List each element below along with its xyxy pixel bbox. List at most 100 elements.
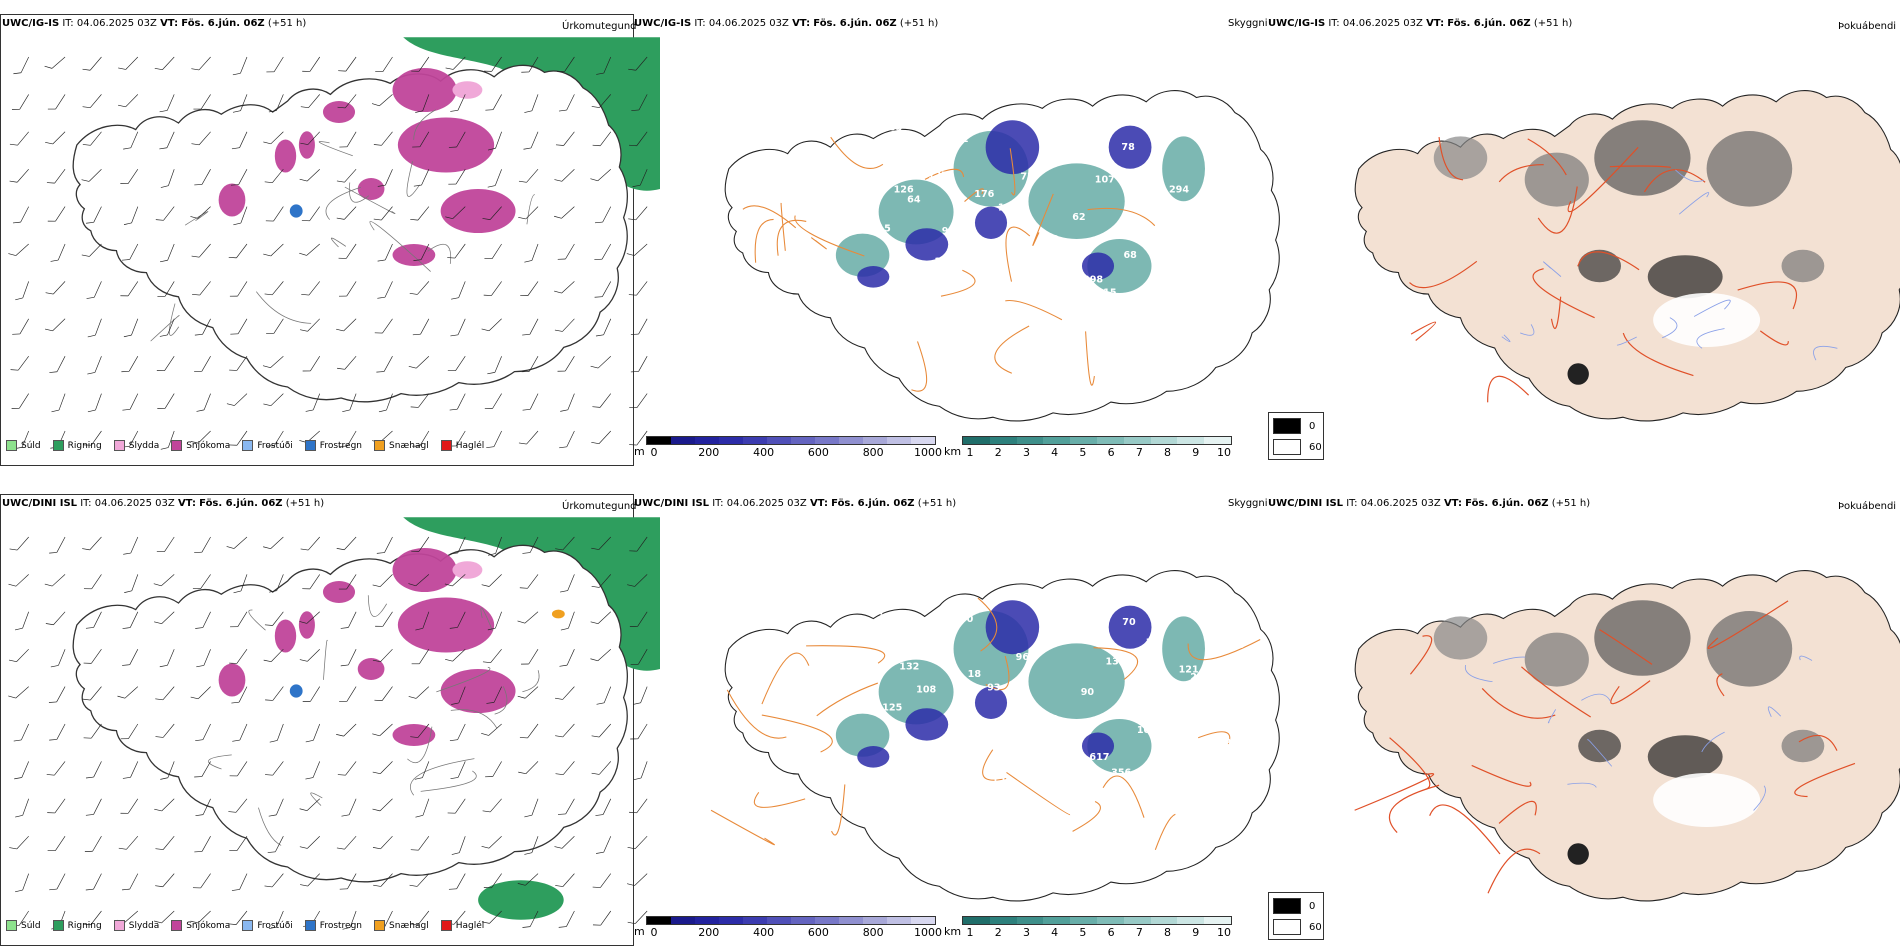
wind-barb: [44, 56, 66, 69]
wind-barb: [594, 206, 612, 224]
snow-area: [357, 178, 385, 200]
wind-barb: [160, 430, 175, 450]
wind-barb: [481, 574, 502, 587]
wind-barb: [194, 318, 211, 336]
snow-area: [392, 244, 436, 266]
wind-barb: [123, 131, 139, 150]
cloud-base-label: 137: [1105, 656, 1125, 667]
wind-barb: [14, 761, 29, 780]
legend-item-frostúði: Frostúði: [242, 440, 293, 451]
wind-barb: [118, 835, 139, 850]
precip-type-panel-bottom: [0, 494, 634, 946]
wind-barb: [342, 393, 357, 412]
wind-barb: [13, 56, 29, 75]
wind-barb: [554, 281, 575, 294]
wind-barb: [484, 56, 502, 72]
wind-barb: [9, 168, 29, 183]
header-bottom-right: UWC/DINI ISL IT: 04.06.2025 03Z VT: Fös.…: [1268, 498, 1591, 509]
wind-barb: [522, 318, 539, 336]
wind-barb: [192, 873, 211, 889]
wind-barb: [487, 169, 502, 188]
sleet-area: [452, 561, 483, 579]
wind-barb: [13, 723, 29, 742]
wind-barb: [554, 318, 575, 332]
wind-barb: [267, 836, 284, 853]
cloud-base-label: 93: [987, 683, 1000, 694]
wind-barb: [83, 430, 102, 446]
wind-barb: [230, 318, 248, 335]
precip-type-map: [8, 517, 661, 930]
cloud-base-label: 62: [1072, 212, 1085, 223]
wind-barb: [591, 723, 612, 738]
wind-barb: [377, 243, 393, 262]
wind-barb: [521, 56, 539, 73]
wind-barb: [11, 393, 29, 409]
wind-barb: [85, 611, 102, 629]
cloud-base-label: 97: [1080, 590, 1093, 601]
wind-barb: [448, 131, 466, 148]
wind-barb: [627, 910, 648, 924]
cloud-base-label: 220: [1169, 601, 1189, 612]
cloud-base-label: 168: [1208, 142, 1228, 153]
wind-barb: [522, 910, 539, 928]
precip-legend-bottom: Súld Rigning Slydda Snjókoma Frostúði Frostre…: [6, 920, 484, 931]
wind-barb: [630, 723, 648, 740]
wind-barb: [444, 574, 466, 587]
wind-barb: [122, 761, 139, 779]
wind-barb: [482, 798, 502, 813]
wind-barb: [412, 430, 430, 447]
wind-barb: [8, 648, 29, 662]
wind-barb: [44, 574, 66, 587]
wind-barb: [372, 761, 393, 775]
cloud-base-label: 132: [899, 661, 919, 672]
wind-barb: [627, 873, 648, 886]
wind-barb: [410, 393, 430, 408]
wind-barb: [371, 94, 393, 107]
wind-barb: [302, 574, 321, 590]
wind-barb: [373, 873, 393, 887]
fog-legend-bottom: 0 60: [1268, 892, 1324, 940]
wind-barb: [83, 910, 102, 926]
cloud-base-label: 105: [1137, 725, 1157, 736]
wind-barb: [627, 835, 648, 850]
snow-area: [392, 68, 457, 112]
wind-barb: [376, 536, 393, 554]
wind-barb: [336, 318, 357, 332]
wind-barb: [524, 243, 539, 263]
wind-barb: [377, 281, 393, 299]
fog-index-area: [1594, 120, 1691, 196]
wind-barb: [410, 723, 430, 738]
cloud-base-label: 95: [1168, 119, 1182, 130]
wind-barb: [47, 798, 66, 814]
wind-barb: [340, 649, 357, 667]
wind-barb: [592, 873, 612, 888]
wind-barb: [555, 723, 575, 738]
wind-barb: [336, 168, 357, 183]
wind-barb: [377, 169, 393, 187]
wind-barb: [81, 243, 102, 257]
wind-barb: [596, 836, 612, 854]
wind-barb: [82, 536, 102, 551]
wind-barb: [231, 686, 248, 704]
cloud-base-label: 158: [1138, 789, 1158, 800]
snow-grain-area: [551, 609, 565, 619]
wind-barb: [82, 94, 102, 109]
fog-index-area: [1578, 249, 1621, 283]
wind-barb: [263, 648, 284, 662]
cloud-base-area: [1108, 125, 1152, 169]
cloud-base-label: 73: [1146, 638, 1159, 649]
wind-barb: [521, 649, 539, 665]
wind-barb: [229, 356, 248, 371]
wind-barb: [630, 318, 648, 335]
wind-barb: [557, 798, 575, 815]
cloud-base-label: 18: [968, 669, 982, 680]
wind-barb: [519, 574, 539, 589]
wind-barb: [120, 723, 139, 740]
cloud-base-label: 78: [1121, 142, 1135, 153]
cloud-base-label: 115: [871, 223, 891, 234]
wind-barb: [415, 798, 430, 818]
wind-barb: [160, 243, 175, 263]
cloud-base-label: 259: [862, 116, 882, 127]
precip-type-title-bottom: Úrkomutegund: [562, 501, 637, 512]
wind-barb: [226, 536, 248, 549]
